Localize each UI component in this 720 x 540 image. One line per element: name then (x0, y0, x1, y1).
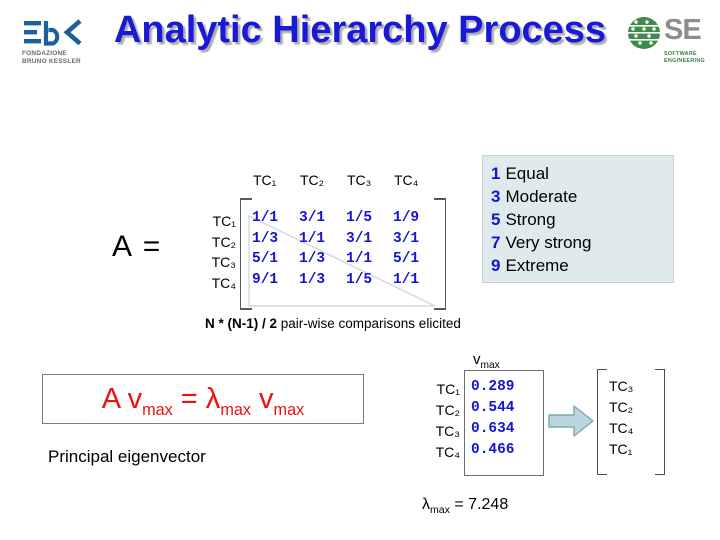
eigen-eq-sub2: max (220, 400, 251, 419)
ranking-item: TC₁ (609, 441, 633, 457)
matrix-col-header: TC₄ (394, 172, 419, 188)
fbk-wordmark-line1: FONDAZIONE (22, 50, 67, 57)
eigen-eq-part2: = λ (172, 382, 221, 415)
eigen-equation-box: A vmax = λmax vmax (42, 374, 364, 424)
vmax-row-label: TC₃ (435, 423, 460, 439)
legend-label: Moderate (505, 187, 578, 206)
matrix-row-header: TC₄ (211, 274, 236, 291)
se-sub-line1: SOFTWARE (664, 51, 697, 57)
vmax-vector-box (464, 370, 544, 476)
vmax-value: 0.544 (471, 400, 515, 416)
vmax-header-text: v (473, 351, 481, 368)
fbk-wordmark-line2: BRUNO KESSLER (22, 57, 81, 65)
legend-item: 7 Very strong (491, 231, 673, 254)
matrix-cells: 1/1 3/1 1/5 1/9 1/3 1/1 3/1 3/1 5/1 1/3 … (252, 208, 440, 290)
matrix-bracket (240, 198, 446, 310)
legend-label: Strong (505, 210, 556, 229)
vmax-header-sub: max (480, 360, 500, 371)
se-initials: SE (664, 14, 702, 46)
legend-value: 5 (491, 210, 501, 229)
matrix-col-header: TC₃ (347, 172, 372, 188)
legend-item: 3 Moderate (491, 185, 673, 208)
vmax-value: 0.634 (471, 421, 515, 437)
table-row: 5/1 1/3 1/1 5/1 (252, 249, 440, 270)
matrix-cell: 1/1 (346, 251, 373, 267)
matrix-cell: 3/1 (393, 230, 420, 247)
principal-eigenvector-label: Principal eigenvector (48, 447, 206, 466)
vmax-value: 0.289 (471, 379, 515, 395)
matrix-cell: 1/9 (393, 210, 420, 226)
se-logo: SE SOFTWARE ENGINEERING (627, 16, 711, 72)
legend-value: 7 (491, 233, 501, 252)
eigen-eq-part3: v (250, 382, 274, 415)
vmax-row-labels: TC₁ TC₂ TC₃ TC₄ (424, 379, 460, 463)
eigen-eq-part1: A v (101, 382, 143, 415)
legend-item: 5 Strong (491, 208, 673, 231)
right-arrow-icon (548, 405, 594, 437)
matrix-cell: 1/3 (299, 271, 326, 288)
vmax-row-label: TC₂ (435, 402, 460, 418)
vmax-row-label: TC₁ (436, 381, 460, 397)
matrix-cell: 5/1 (252, 251, 279, 267)
table-row: 1/1 3/1 1/5 1/9 (252, 208, 440, 229)
matrix-row-header: TC₂ (211, 233, 236, 250)
matrix-cell: 3/1 (346, 230, 373, 247)
matrix-cell: 1/3 (299, 251, 326, 267)
eigen-eq-sub1: max (142, 400, 173, 419)
legend-label: Equal (505, 164, 549, 183)
legend-value: 3 (491, 187, 501, 206)
matrix-cell: 9/1 (252, 271, 279, 288)
page-title: Analytic Hierarchy Process (113, 9, 607, 51)
matrix-row-headers: TC₁ TC₂ TC₃ TC₄ (196, 211, 236, 293)
matrix-cell: 1/1 (393, 271, 420, 288)
fbk-wordmark: FONDAZIONE BRUNO KESSLER (22, 50, 100, 65)
ranking-item: TC₂ (609, 399, 634, 415)
legend-item: 1 Equal (491, 162, 673, 185)
table-row: 1/3 1/1 3/1 3/1 (252, 229, 440, 250)
legend-label: Extreme (505, 256, 569, 275)
lambda-sub: max (430, 504, 450, 517)
lambda-number: = 7.248 (449, 496, 509, 513)
matrix-col-header: TC₁ (253, 172, 277, 188)
vmax-row-label: TC₄ (435, 444, 460, 460)
fbk-logo: FONDAZIONE BRUNO KESSLER (22, 18, 100, 70)
matrix-cell: 1/5 (346, 210, 373, 226)
lambda-symbol: λ (422, 496, 430, 513)
matrix-label: A = (112, 230, 163, 263)
ranking-bracket (597, 369, 665, 475)
legend-item: 9 Extreme (491, 254, 673, 277)
matrix-row-header: TC₃ (211, 254, 236, 270)
globe-icon (628, 17, 660, 49)
matrix-cell: 1/5 (346, 271, 373, 288)
matrix-column-headers: TC₁ TC₂ TC₃ TC₄ (253, 172, 441, 188)
eigen-eq-sub3: max (273, 400, 305, 419)
ranking-list: TC₃ TC₂ TC₄ TC₁ (609, 376, 633, 460)
matrix-cell: 3/1 (299, 210, 326, 226)
vmax-values: 0.289 0.544 0.634 0.466 (471, 377, 515, 461)
matrix-cell: 1/3 (252, 230, 279, 247)
matrix-cell: 1/1 (252, 210, 279, 226)
se-sub-line2: ENGINEERING (664, 58, 706, 64)
lambda-max-value: λmax = 7.248 (422, 496, 509, 517)
vmax-header: vmax (473, 351, 500, 371)
pairwise-text: pair-wise comparisons elicited (277, 316, 461, 331)
pairwise-caption: N * (N-1) / 2 pair-wise comparisons elic… (205, 316, 461, 331)
legend-label: Very strong (505, 233, 592, 252)
vmax-value: 0.466 (471, 442, 515, 458)
legend-value: 9 (491, 256, 501, 275)
matrix-row-header: TC₁ (212, 213, 236, 229)
legend-value: 1 (491, 164, 501, 183)
pairwise-formula: N * (N-1) / 2 (205, 316, 278, 331)
matrix-cell: 1/1 (299, 230, 326, 247)
table-row: 9/1 1/3 1/5 1/1 (252, 270, 440, 291)
ranking-item: TC₃ (609, 378, 634, 394)
fbk-logo-mark (24, 19, 82, 46)
matrix-col-header: TC₂ (300, 172, 325, 188)
eigen-equation: A vmax = λmax vmax (101, 382, 305, 419)
matrix-cell: 5/1 (393, 251, 420, 267)
ranking-item: TC₄ (609, 420, 634, 436)
